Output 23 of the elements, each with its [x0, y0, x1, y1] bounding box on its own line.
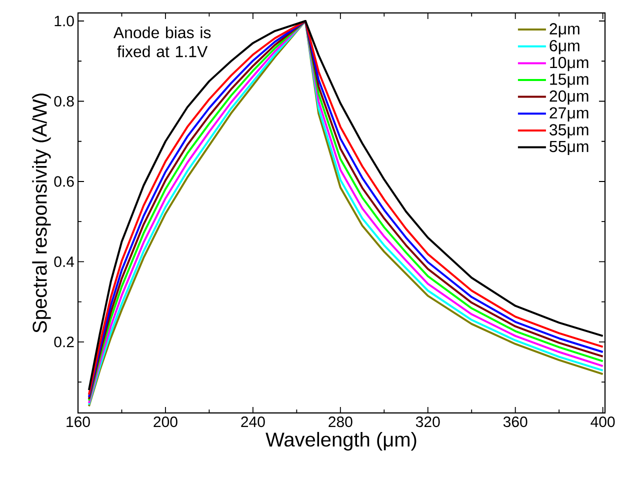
x-tick-label: 240 — [241, 416, 265, 428]
legend-label: 20μm — [550, 90, 588, 105]
x-tick-label: 280 — [328, 416, 352, 428]
legend-label: 10μm — [550, 56, 588, 72]
x-tick-label: 360 — [503, 416, 528, 428]
y-tick-label: 0.6 — [54, 176, 74, 187]
x-tick-label: 160 — [66, 416, 90, 428]
legend-label: 35μm — [550, 124, 588, 138]
y-tick-label: 0.4 — [54, 256, 74, 268]
annotation: Anode bias is fixed at 1.1V — [113, 26, 211, 58]
y-axis-title: Spectral responsivity (A/W) — [32, 94, 51, 333]
x-tick-label: 400 — [590, 416, 615, 428]
legend-label: 15μm — [550, 74, 588, 88]
x-tick-label: 200 — [154, 416, 178, 428]
y-tick-label: 1.0 — [54, 16, 74, 26]
x-axis-title: Wavelength (μm) — [266, 432, 416, 451]
x-tick-label: 320 — [416, 416, 440, 428]
legend-label: 6μm — [550, 40, 580, 54]
y-tick-label: 0.8 — [54, 96, 74, 107]
y-tick-label: 0.2 — [54, 336, 74, 348]
legend-label: 2μm — [550, 23, 580, 38]
legend-label: 27μm — [550, 107, 588, 122]
legend-label: 55μm — [550, 140, 588, 156]
